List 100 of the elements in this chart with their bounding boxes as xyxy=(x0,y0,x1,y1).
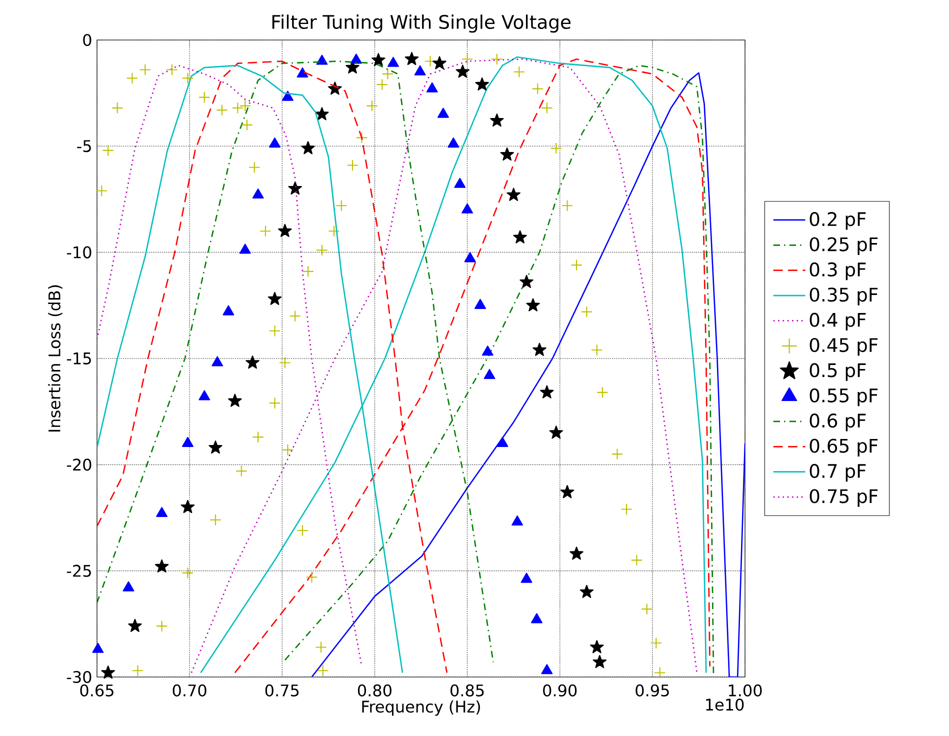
point xyxy=(580,584,594,598)
point xyxy=(376,78,388,90)
point xyxy=(541,664,553,674)
point xyxy=(212,356,224,366)
point xyxy=(126,72,138,84)
point xyxy=(269,138,280,148)
point xyxy=(154,559,169,573)
point xyxy=(316,244,328,256)
point xyxy=(454,178,466,188)
point xyxy=(464,252,476,262)
point xyxy=(317,664,329,676)
point xyxy=(239,244,251,254)
point xyxy=(541,102,553,114)
y-tick-label: -10 xyxy=(66,246,92,258)
point xyxy=(246,356,260,369)
point xyxy=(279,356,291,369)
point xyxy=(260,225,272,237)
y-tick-label: -5 xyxy=(77,140,91,152)
point xyxy=(156,620,168,632)
point xyxy=(316,54,328,65)
point xyxy=(388,56,399,67)
point xyxy=(520,572,532,583)
point xyxy=(491,53,503,65)
point xyxy=(592,654,607,668)
point xyxy=(289,310,301,322)
legend-label: 0.45 pF xyxy=(810,338,878,356)
point xyxy=(484,368,496,380)
point xyxy=(570,259,582,271)
legend-label: 0.7 pF xyxy=(810,464,866,482)
point xyxy=(424,55,436,68)
point xyxy=(156,506,168,518)
point xyxy=(641,603,653,615)
point xyxy=(228,394,242,407)
point xyxy=(462,203,474,214)
point xyxy=(650,637,662,649)
point xyxy=(540,385,554,398)
y-tick-label: 0 xyxy=(83,34,92,46)
point xyxy=(182,436,194,447)
point xyxy=(139,64,152,76)
point xyxy=(532,82,544,95)
point xyxy=(580,306,593,318)
point xyxy=(101,666,115,679)
point xyxy=(591,344,603,356)
point xyxy=(461,53,474,65)
point xyxy=(216,104,228,116)
point xyxy=(102,144,114,156)
point xyxy=(180,500,195,514)
point xyxy=(611,448,624,460)
legend-label: 0.5 pF xyxy=(810,363,866,381)
point xyxy=(92,642,104,653)
point xyxy=(561,200,574,212)
point xyxy=(513,230,527,244)
legend-label: 0.75 pF xyxy=(810,489,878,507)
legend-label: 0.35 pF xyxy=(810,288,878,306)
point xyxy=(530,613,542,624)
point xyxy=(382,68,394,80)
x-tick-label: 1.00 xyxy=(728,684,762,696)
point xyxy=(282,90,294,101)
legend-label: 0.25 pF xyxy=(810,237,878,255)
point xyxy=(239,100,251,112)
point xyxy=(301,141,315,154)
point xyxy=(268,325,281,337)
y-tick-label: -30 xyxy=(66,670,92,684)
point xyxy=(210,514,222,526)
point xyxy=(112,102,124,114)
legend-label: 0.4 pF xyxy=(810,312,866,331)
point xyxy=(506,188,520,201)
point xyxy=(590,640,604,654)
point xyxy=(328,225,340,237)
point xyxy=(278,224,292,238)
point xyxy=(496,436,508,447)
x-tick-label: 0.90 xyxy=(543,684,577,696)
point xyxy=(630,554,643,566)
point xyxy=(296,524,308,536)
point xyxy=(474,298,486,309)
point xyxy=(268,292,282,305)
point xyxy=(654,666,666,679)
point xyxy=(570,546,584,560)
point xyxy=(456,64,470,78)
point xyxy=(560,485,574,498)
point xyxy=(526,298,540,312)
point xyxy=(282,444,294,456)
x-tick-label: 0.95 xyxy=(636,684,669,696)
x-tick-label: 0.80 xyxy=(358,684,392,696)
point xyxy=(166,64,178,76)
point xyxy=(532,342,546,356)
x-tick-label: 0.70 xyxy=(172,684,206,696)
point xyxy=(356,132,368,144)
point xyxy=(248,162,260,174)
point xyxy=(128,618,142,632)
point xyxy=(232,102,244,114)
x-tick-label: 0.65 xyxy=(80,684,114,696)
text: 1e10 xyxy=(706,698,744,711)
y-tick-label: -20 xyxy=(66,458,92,471)
point xyxy=(236,465,248,477)
legend-label: 0.2 pF xyxy=(810,212,866,230)
point xyxy=(596,386,608,398)
point xyxy=(122,581,134,592)
point xyxy=(241,119,253,131)
point xyxy=(490,113,504,127)
